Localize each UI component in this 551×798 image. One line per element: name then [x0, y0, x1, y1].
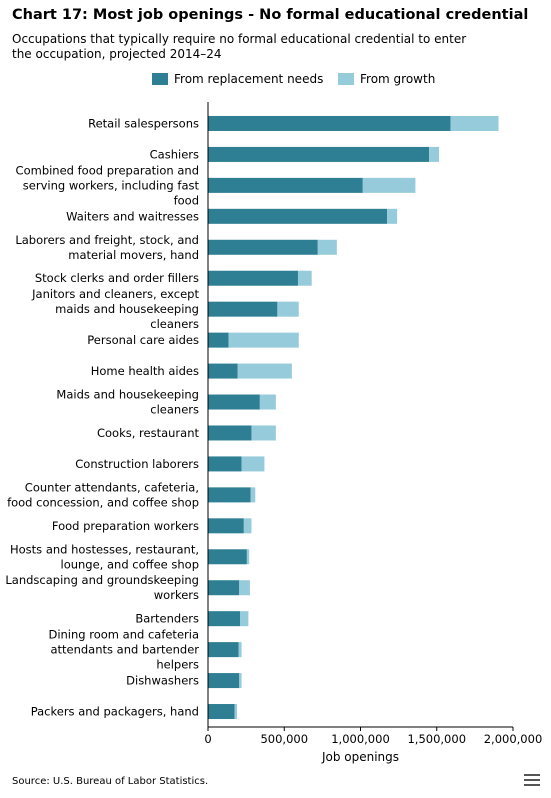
x-tick-label: 500,000 — [260, 732, 308, 746]
bar-growth-5[interactable] — [297, 270, 312, 286]
category-label: Landscaping and groundskeeping — [5, 573, 199, 587]
category-label: attendants and bartender — [50, 643, 199, 657]
chart-title: Chart 17: Most job openings - No formal … — [12, 7, 529, 23]
category-label: Construction laborers — [75, 457, 199, 471]
bar-replacement-16[interactable] — [208, 611, 241, 627]
chart-subtitle: Occupations that typically require no fo… — [12, 32, 467, 61]
category-label: material movers, hand — [68, 248, 199, 262]
category-label: Packers and packagers, hand — [31, 705, 199, 719]
bar-replacement-7[interactable] — [208, 332, 229, 348]
bar-growth-2[interactable] — [362, 177, 416, 193]
category-label: maids and housekeeping — [55, 302, 199, 316]
bar-replacement-10[interactable] — [208, 425, 252, 441]
category-label: Food preparation workers — [52, 519, 199, 533]
x-tick-label: 1,500,000 — [407, 732, 466, 746]
bar-growth-15[interactable] — [239, 580, 250, 596]
x-tick-label: 1,000,000 — [331, 732, 390, 746]
chart-legend: From replacement needs From growth — [0, 72, 551, 88]
bar-growth-10[interactable] — [251, 425, 276, 441]
legend-swatch-growth — [338, 73, 354, 85]
category-label: serving workers, including fast — [23, 178, 200, 192]
category-label: helpers — [156, 658, 199, 672]
category-label: Combined food preparation and — [16, 163, 199, 177]
bar-growth-6[interactable] — [277, 301, 299, 317]
bar-growth-19[interactable] — [234, 704, 237, 720]
legend-item-replacement[interactable]: From replacement needs — [152, 72, 323, 86]
bar-growth-7[interactable] — [228, 332, 299, 348]
bar-replacement-17[interactable] — [208, 642, 239, 658]
bar-replacement-9[interactable] — [208, 394, 260, 410]
category-label: Hosts and hostesses, restaurant, — [10, 542, 199, 556]
bar-chart: Retail salespersons Cashiers Combined food… — [5, 102, 543, 764]
bar-growth-8[interactable] — [237, 363, 292, 379]
legend-label-growth: From growth — [360, 72, 436, 86]
hamburger-menu-icon[interactable] — [524, 772, 540, 788]
bar-replacement-1[interactable] — [208, 146, 430, 162]
category-label: Laborers and freight, stock, and — [15, 233, 199, 247]
category-label: Cooks, restaurant — [97, 426, 200, 440]
bar-replacement-15[interactable] — [208, 580, 240, 596]
bar-replacement-2[interactable] — [208, 177, 363, 193]
category-label: Personal care aides — [87, 333, 199, 347]
x-tick-label: 2,000,000 — [484, 732, 543, 746]
bar-growth-1[interactable] — [429, 146, 440, 162]
category-label: food — [174, 193, 199, 207]
legend-item-growth[interactable]: From growth — [338, 72, 435, 86]
category-label: Home health aides — [91, 364, 199, 378]
x-axis-label: Job openings — [321, 750, 399, 764]
category-label: cleaners — [150, 317, 199, 331]
bar-replacement-4[interactable] — [208, 239, 318, 255]
category-label: Cashiers — [150, 147, 199, 161]
bar-replacement-0[interactable] — [208, 115, 451, 131]
bar-growth-3[interactable] — [387, 208, 398, 224]
bar-replacement-13[interactable] — [208, 518, 244, 534]
bar-replacement-8[interactable] — [208, 363, 238, 379]
bar-growth-16[interactable] — [240, 611, 249, 627]
bar-growth-14[interactable] — [246, 549, 250, 565]
bar-replacement-18[interactable] — [208, 673, 240, 689]
x-tick-label: 0 — [204, 732, 211, 746]
bar-replacement-6[interactable] — [208, 301, 278, 317]
bar-growth-12[interactable] — [250, 487, 256, 503]
category-label: Janitors and cleaners, except — [31, 287, 199, 301]
source-note: Source: U.S. Bureau of Labor Statistics. — [12, 776, 209, 787]
bar-growth-0[interactable] — [450, 115, 499, 131]
category-label: Bartenders — [135, 612, 199, 626]
category-label: cleaners — [150, 403, 199, 417]
bar-replacement-3[interactable] — [208, 208, 388, 224]
bar-replacement-11[interactable] — [208, 456, 242, 472]
legend-label-replacement: From replacement needs — [174, 72, 324, 86]
bar-growth-11[interactable] — [241, 456, 265, 472]
category-label: food concession, and coffee shop — [7, 495, 199, 509]
legend-swatch-replacement — [152, 73, 168, 85]
bar-growth-18[interactable] — [239, 673, 242, 689]
category-label: Dining room and cafeteria — [48, 628, 199, 642]
bar-growth-4[interactable] — [317, 239, 337, 255]
category-label: Dishwashers — [126, 674, 199, 688]
category-label: Stock clerks and order fillers — [35, 271, 199, 285]
bar-growth-9[interactable] — [259, 394, 276, 410]
bar-growth-17[interactable] — [238, 642, 242, 658]
bar-replacement-5[interactable] — [208, 270, 298, 286]
bar-replacement-12[interactable] — [208, 487, 251, 503]
category-label: lounge, and coffee shop — [61, 557, 200, 571]
bar-growth-13[interactable] — [243, 518, 252, 534]
bar-replacement-14[interactable] — [208, 549, 247, 565]
category-label: workers — [154, 588, 199, 602]
category-label: Retail salespersons — [88, 116, 199, 130]
category-label: Waiters and waitresses — [66, 209, 199, 223]
bar-replacement-19[interactable] — [208, 704, 235, 720]
category-label: Counter attendants, cafeteria, — [25, 480, 199, 494]
category-label: Maids and housekeeping — [56, 388, 199, 402]
